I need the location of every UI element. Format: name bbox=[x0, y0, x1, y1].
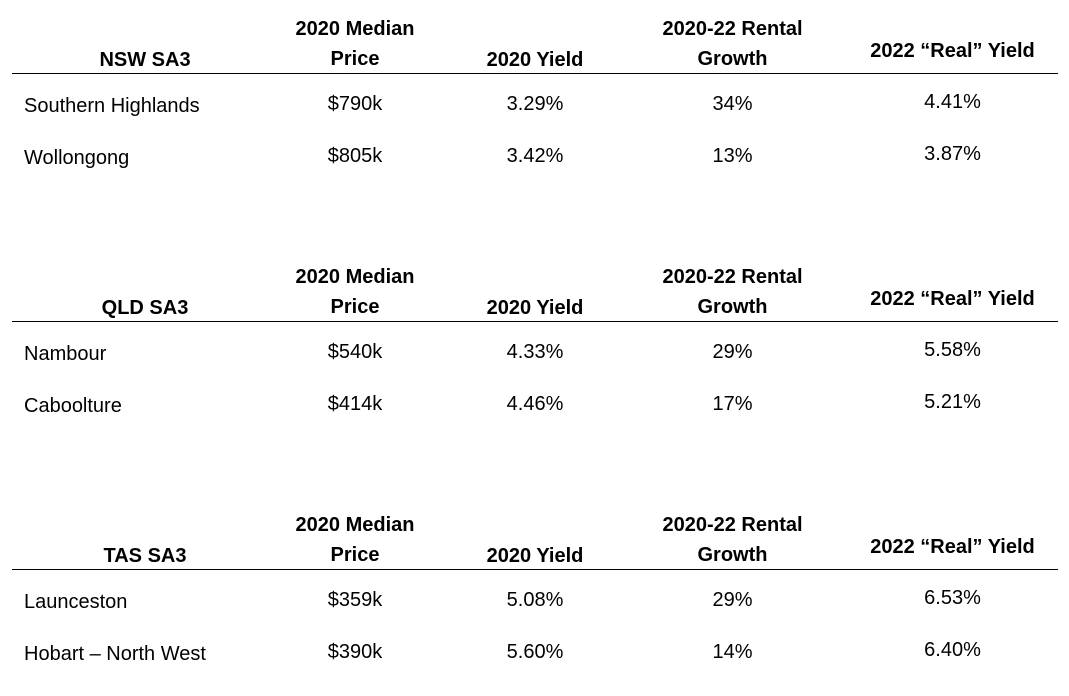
header-line: Growth bbox=[697, 48, 768, 70]
header-divider bbox=[12, 569, 1058, 570]
real-yield-cell: 5.21% bbox=[924, 391, 981, 413]
price-cell: $790k bbox=[327, 93, 383, 115]
region-cell: Wollongong bbox=[24, 147, 130, 169]
price-cell: $540k bbox=[327, 341, 383, 363]
growth-cell: 17% bbox=[712, 393, 753, 415]
header-divider bbox=[12, 321, 1058, 322]
median-price-column-header: 2020 Median Price bbox=[270, 262, 440, 322]
yield-column-header: 2020 Yield bbox=[486, 545, 584, 567]
region-cell: Launceston bbox=[24, 591, 128, 613]
region-cell: Caboolture bbox=[24, 395, 122, 417]
growth-cell: 29% bbox=[712, 589, 753, 611]
nsw-table: NSW SA3 2020 Median Price 2020 Yield 202… bbox=[0, 0, 1069, 200]
region-cell: Southern Highlands bbox=[24, 95, 200, 117]
growth-cell: 34% bbox=[712, 93, 753, 115]
yield-cell: 4.33% bbox=[506, 341, 564, 363]
region-column-header: NSW SA3 bbox=[99, 49, 191, 71]
growth-cell: 14% bbox=[712, 641, 753, 663]
price-cell: $414k bbox=[327, 393, 383, 415]
header-line: 2020-22 Rental bbox=[662, 18, 803, 40]
real-yield-cell: 6.40% bbox=[924, 639, 981, 661]
rental-growth-column-header: 2020-22 Rental Growth bbox=[630, 14, 835, 74]
real-yield-cell: 3.87% bbox=[924, 143, 981, 165]
region-column-header: QLD SA3 bbox=[101, 297, 189, 319]
header-line: Growth bbox=[697, 296, 768, 318]
header-line: 2020-22 Rental bbox=[662, 514, 803, 536]
header-divider bbox=[12, 73, 1058, 74]
yield-cell: 4.46% bbox=[506, 393, 564, 415]
region-column-header: TAS SA3 bbox=[103, 545, 187, 567]
tas-table: TAS SA3 2020 Median Price 2020 Yield 202… bbox=[0, 496, 1069, 696]
rental-growth-column-header: 2020-22 Rental Growth bbox=[630, 262, 835, 322]
yield-cell: 5.60% bbox=[506, 641, 564, 663]
qld-table: QLD SA3 2020 Median Price 2020 Yield 202… bbox=[0, 248, 1069, 448]
header-line: 2020 Median bbox=[295, 514, 415, 536]
yield-column-header: 2020 Yield bbox=[486, 297, 584, 319]
yield-cell: 3.29% bbox=[506, 93, 564, 115]
header-line: 2020-22 Rental bbox=[662, 266, 803, 288]
yield-cell: 3.42% bbox=[506, 145, 564, 167]
header-line: Price bbox=[330, 48, 380, 70]
yield-column-header: 2020 Yield bbox=[486, 49, 584, 71]
real-yield-cell: 4.41% bbox=[924, 91, 981, 113]
real-yield-cell: 5.58% bbox=[924, 339, 981, 361]
yield-cell: 5.08% bbox=[506, 589, 564, 611]
price-cell: $390k bbox=[327, 641, 383, 663]
rental-growth-column-header: 2020-22 Rental Growth bbox=[630, 510, 835, 570]
region-cell: Nambour bbox=[24, 343, 107, 365]
real-yield-column-header: 2022 “Real” Yield bbox=[870, 288, 1035, 310]
growth-cell: 29% bbox=[712, 341, 753, 363]
real-yield-column-header: 2022 “Real” Yield bbox=[870, 40, 1035, 62]
header-line: 2020 Median bbox=[295, 18, 415, 40]
region-cell: Hobart – North West bbox=[24, 643, 206, 665]
header-line: Growth bbox=[697, 544, 768, 566]
real-yield-cell: 6.53% bbox=[924, 587, 981, 609]
median-price-column-header: 2020 Median Price bbox=[270, 14, 440, 74]
header-line: 2020 Median bbox=[295, 266, 415, 288]
price-cell: $359k bbox=[327, 589, 383, 611]
median-price-column-header: 2020 Median Price bbox=[270, 510, 440, 570]
growth-cell: 13% bbox=[712, 145, 753, 167]
real-yield-column-header: 2022 “Real” Yield bbox=[870, 536, 1035, 558]
header-line: Price bbox=[330, 544, 380, 566]
header-line: Price bbox=[330, 296, 380, 318]
price-cell: $805k bbox=[327, 145, 383, 167]
